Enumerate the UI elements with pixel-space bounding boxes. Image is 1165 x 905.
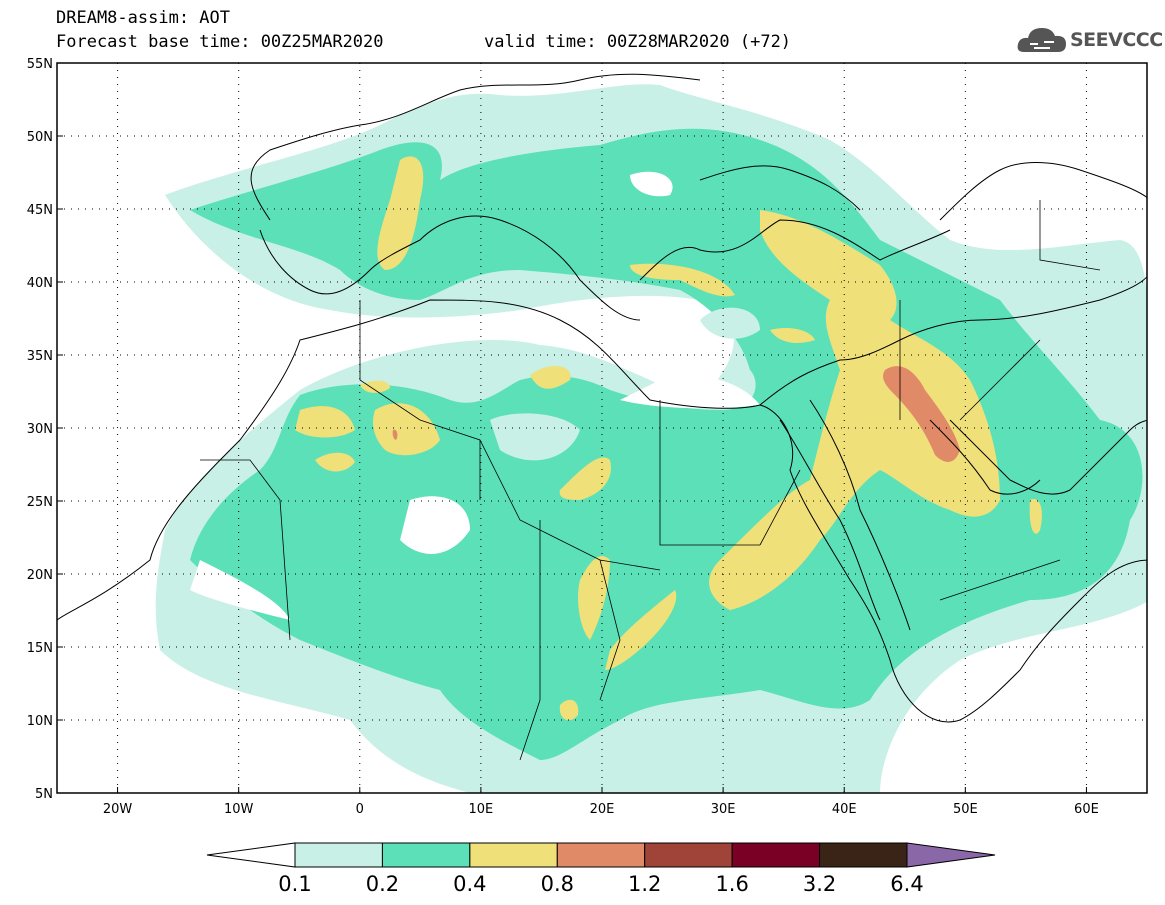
lat-label: 35N (27, 349, 53, 364)
lat-label: 55N (27, 57, 53, 72)
seevccc-logo: SEEVCCC (1016, 22, 1163, 58)
lon-label: 10E (469, 802, 494, 817)
forecast-base-time: Forecast base time: 00Z25MAR2020 (56, 32, 384, 52)
lat-label: 30N (27, 422, 53, 437)
axis-labels: 20W 10W 0 10E 20E 30E 40E 50E 60E 55N 50N 45N 40N 35N… (27, 57, 1099, 817)
lat-label: 45N (27, 203, 53, 218)
lat-label: 50N (27, 130, 53, 145)
lat-label: 15N (27, 641, 53, 656)
lat-label: 5N (35, 787, 53, 802)
aot-holes (190, 171, 760, 620)
lat-label: 10N (27, 714, 53, 729)
aot-level-0.8 (392, 366, 960, 462)
aot-level-0.2 (190, 128, 1143, 761)
lon-label: 60E (1074, 802, 1099, 817)
lat-label: 40N (27, 276, 53, 291)
lon-label: 50E (953, 802, 978, 817)
lon-label: 10W (224, 802, 254, 817)
colorbar-label: 1.6 (715, 872, 748, 896)
valid-time: valid time: 00Z28MAR2020 (+72) (484, 32, 792, 52)
colorbar-label: 0.4 (453, 872, 486, 896)
colorbar-box (819, 842, 908, 868)
coastlines (57, 73, 1147, 761)
colorbar: 0.1 0.2 0.4 0.8 1.2 1.6 3.2 6.4 (206, 842, 996, 896)
colorbar-label: 1.2 (628, 872, 661, 896)
colorbar-box (556, 842, 646, 868)
lon-label: 0 (356, 802, 364, 817)
colorbar-box (731, 842, 821, 868)
gridlines (57, 63, 1147, 793)
lon-label: 30E (711, 802, 736, 817)
colorbar-label: 0.8 (541, 872, 574, 896)
lat-label: 25N (27, 495, 53, 510)
logo-text: SEEVCCC (1070, 29, 1163, 51)
colorbar-box (644, 842, 733, 868)
product-title: DREAM8-assim: AOT (56, 8, 230, 28)
aot-level-0.4 (295, 156, 1042, 721)
colorbar-box (294, 842, 383, 868)
lon-label: 40E (832, 802, 857, 817)
colorbar-over-triangle (906, 842, 996, 868)
colorbar-label: 6.4 (890, 872, 923, 896)
colorbar-box (381, 842, 471, 868)
colorbar-label: 0.1 (278, 872, 311, 896)
colorbar-label: 0.2 (366, 872, 399, 896)
lon-label: 20W (103, 802, 133, 817)
colorbar-under-triangle (206, 842, 296, 868)
cloud-icon (1017, 28, 1066, 52)
aot-fields (155, 84, 1147, 793)
colorbar-label: 3.2 (803, 872, 836, 896)
lon-label: 20E (590, 802, 615, 817)
lat-label: 20N (27, 568, 53, 583)
colorbar-box (469, 842, 558, 868)
